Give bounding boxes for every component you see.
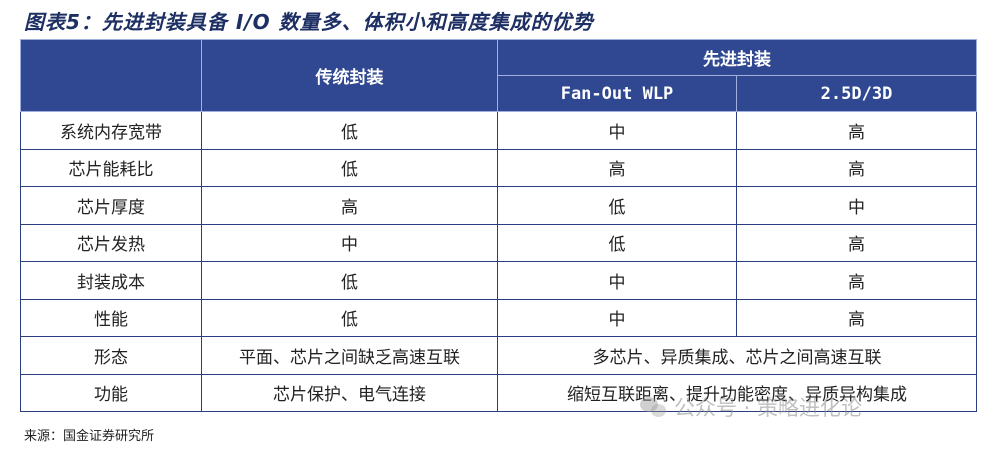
table-row: 系统内存宽带 低 中 高: [20, 111, 977, 150]
row-label: 封装成本: [20, 261, 202, 300]
cell-fanout: 中: [497, 261, 737, 300]
cell-advanced: 缩短互联距离、提升功能密度、异质异构集成: [497, 373, 977, 412]
table-row: 性能 低 中 高: [20, 298, 977, 337]
header-traditional: 传统封装: [201, 39, 498, 112]
table-row: 芯片厚度 高 低 中: [20, 186, 977, 225]
header-empty-cell: [20, 39, 202, 112]
cell-traditional: 中: [201, 223, 498, 262]
table-row: 封装成本 低 中 高: [20, 261, 977, 300]
cell-traditional: 低: [201, 111, 498, 150]
header-row-2: Fan-Out WLP 2.5D/3D: [21, 75, 977, 112]
cell-advanced: 多芯片、异质集成、芯片之间高速互联: [497, 336, 977, 375]
row-label: 性能: [20, 298, 202, 337]
cell-2-5d-3d: 高: [736, 261, 977, 300]
cell-2-5d-3d: 高: [736, 298, 977, 337]
row-label: 芯片能耗比: [20, 148, 202, 187]
table-row-form: 形态 平面、芯片之间缺乏高速互联 多芯片、异质集成、芯片之间高速互联: [20, 336, 977, 375]
header-row-1: 传统封装 先进封装: [20, 39, 977, 112]
cell-traditional: 高: [201, 186, 498, 225]
cell-traditional: 平面、芯片之间缺乏高速互联: [201, 336, 498, 375]
cell-fanout: 高: [497, 148, 737, 187]
table-row: 芯片发热 中 低 高: [20, 223, 977, 262]
cell-traditional: 低: [201, 148, 498, 187]
cell-traditional: 低: [201, 261, 498, 300]
row-label: 芯片厚度: [20, 186, 202, 225]
cell-traditional: 芯片保护、电气连接: [201, 373, 498, 412]
row-label: 系统内存宽带: [20, 111, 202, 150]
header-2-5d-3d: 2.5D/3D: [736, 75, 977, 112]
comparison-table: 传统封装 先进封装 Fan-Out WLP 2.5D/3D 系统内存宽带 低 中…: [20, 39, 977, 412]
cell-fanout: 中: [497, 111, 737, 150]
cell-fanout: 低: [497, 186, 737, 225]
cell-2-5d-3d: 高: [736, 111, 977, 150]
table-row-function: 功能 芯片保护、电气连接 缩短互联距离、提升功能密度、异质异构集成: [20, 373, 977, 412]
cell-2-5d-3d: 高: [736, 223, 977, 262]
cell-fanout: 低: [497, 223, 737, 262]
header-fanout: Fan-Out WLP: [497, 75, 737, 112]
row-label: 功能: [20, 373, 202, 412]
row-label: 芯片发热: [20, 223, 202, 262]
figure-title: 图表5：先进封装具备 I/O 数量多、体积小和高度集成的优势: [24, 10, 594, 34]
cell-2-5d-3d: 中: [736, 186, 977, 225]
header-advanced: 先进封装: [497, 39, 977, 76]
cell-traditional: 低: [201, 298, 498, 337]
row-label: 形态: [20, 336, 202, 375]
cell-2-5d-3d: 高: [736, 148, 977, 187]
table-row: 芯片能耗比 低 高 高: [20, 148, 977, 187]
source-note: 来源：国金证券研究所: [24, 429, 155, 444]
cell-fanout: 中: [497, 298, 737, 337]
